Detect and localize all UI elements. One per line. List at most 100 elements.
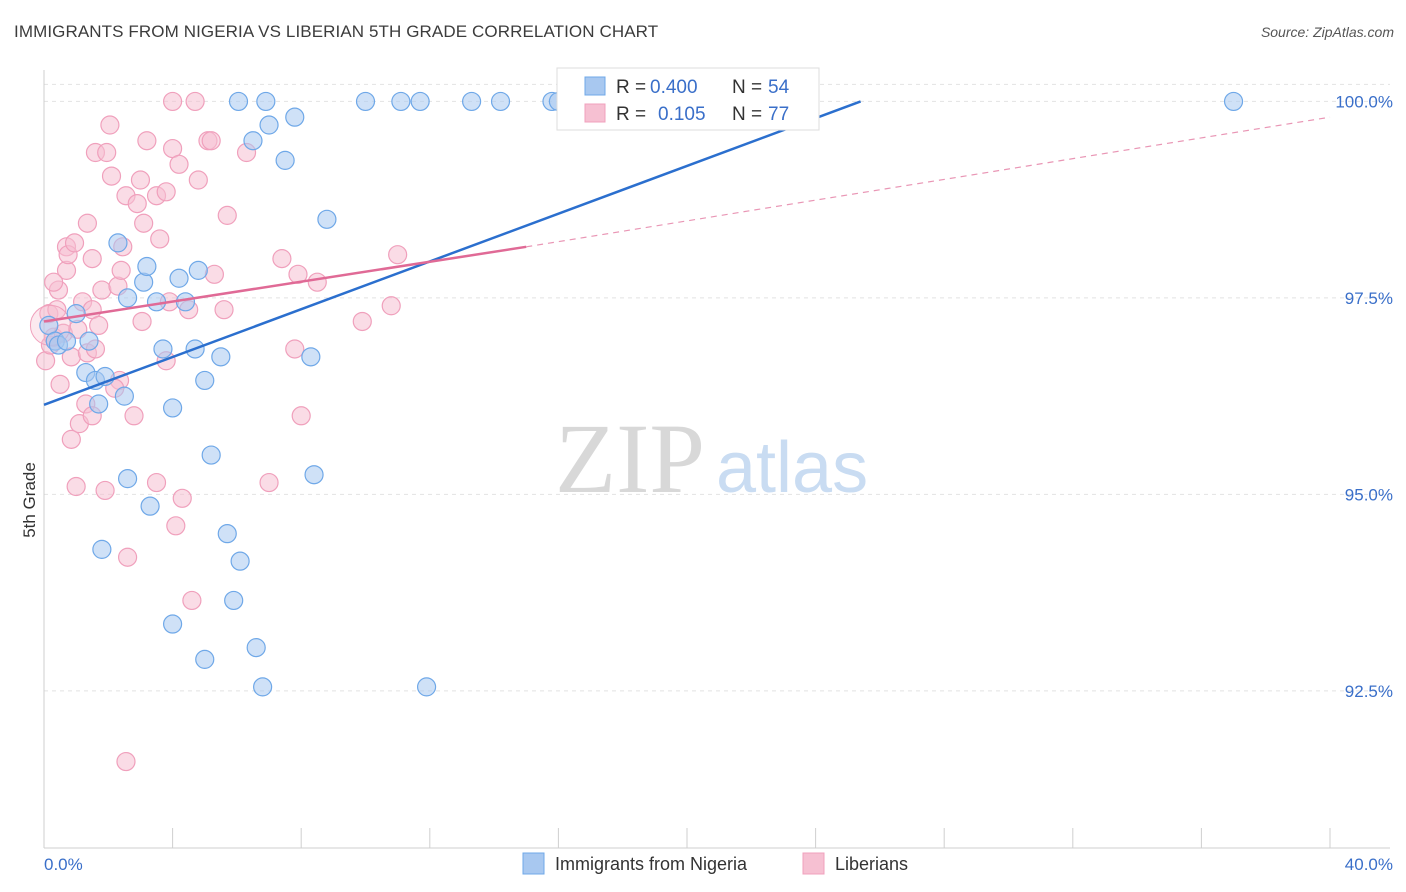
- nigeria-point: [140, 496, 160, 516]
- stats-legend: R = 0.400 N = 54 R = 0.105 N = 77: [556, 67, 820, 131]
- bottom-legend-label-liberians: Liberians: [835, 854, 908, 874]
- liberians-point: [117, 547, 138, 567]
- nigeria-point: [108, 233, 128, 253]
- liberians-point: [285, 339, 305, 359]
- y-axis-title: 5th Grade: [20, 462, 39, 538]
- liberians-point: [217, 205, 237, 225]
- liberians-point: [66, 476, 86, 497]
- liberians-point: [352, 311, 372, 332]
- nigeria-point: [259, 115, 279, 135]
- liberians-point: [124, 406, 144, 426]
- liberians-point: [163, 91, 183, 112]
- liberians-point: [92, 280, 112, 300]
- nigeria-point: [246, 638, 266, 658]
- nigeria-point: [391, 91, 411, 112]
- liberians-point: [132, 311, 152, 332]
- nigeria-point: [275, 150, 295, 170]
- y-tick-label: 95.0%: [1345, 485, 1393, 504]
- nigeria-point: [410, 91, 430, 112]
- liberians-point: [82, 249, 102, 269]
- legend-swatch-liberians: [584, 103, 606, 123]
- legend-r-label-nigeria: R =: [616, 77, 646, 98]
- nigeria-point: [163, 614, 183, 634]
- liberians-point: [291, 406, 311, 426]
- nigeria-point: [153, 339, 173, 359]
- liberians-point: [185, 91, 205, 112]
- bottom-legend-swatch-liberians: [802, 852, 825, 875]
- nigeria-point: [461, 91, 482, 112]
- series-nigeria-points: [39, 91, 1244, 697]
- liberians-point: [111, 260, 131, 280]
- liberians-point: [127, 193, 147, 214]
- watermark-atlas: atlas: [716, 428, 868, 508]
- nigeria-point: [175, 292, 196, 312]
- liberians-point: [130, 170, 151, 190]
- liberians-point: [64, 233, 85, 253]
- liberians-point: [101, 166, 122, 186]
- liberians-point: [307, 272, 327, 292]
- nigeria-point: [416, 677, 437, 697]
- liberians-point: [214, 300, 234, 320]
- axes: [43, 70, 1390, 849]
- grid-lines: [44, 83, 1390, 692]
- liberians-point: [156, 182, 176, 202]
- liberians-point: [95, 480, 115, 501]
- bottom-legend-label-nigeria: Immigrants from Nigeria: [555, 854, 748, 874]
- trend-lines: [43, 100, 1331, 406]
- bottom-legend-swatch-nigeria: [522, 852, 545, 875]
- nigeria-point: [253, 677, 273, 697]
- liberians-point: [381, 296, 401, 316]
- nigeria-point: [92, 539, 112, 559]
- nigeria-point: [1223, 91, 1244, 112]
- watermark-zip: ZIP: [555, 403, 705, 514]
- legend-n-label-liberians: N =: [732, 104, 762, 125]
- liberians-point: [150, 229, 170, 249]
- nigeria-point: [201, 445, 221, 465]
- liberians-point: [44, 272, 64, 292]
- liberians-point: [100, 115, 120, 135]
- nigeria-point: [490, 91, 511, 112]
- chart-source: Source: ZipAtlas.com: [1260, 24, 1394, 40]
- nigeria-point: [304, 465, 324, 485]
- legend-n-label-nigeria: N =: [732, 77, 762, 98]
- liberians-point: [166, 516, 186, 536]
- liberians-point: [89, 315, 109, 336]
- liberians-point: [97, 142, 117, 163]
- liberians-point: [137, 131, 157, 151]
- legend-r-value-nigeria: 0.400: [650, 77, 698, 98]
- liberians-trend-line: [43, 245, 527, 323]
- nigeria-point: [134, 272, 154, 292]
- liberians-point: [172, 488, 192, 508]
- liberians-point: [50, 374, 70, 394]
- nigeria-point: [317, 209, 337, 229]
- nigeria-point: [256, 91, 276, 112]
- liberians-point: [204, 264, 224, 284]
- liberians-point: [259, 472, 279, 493]
- liberians-point: [388, 245, 408, 265]
- liberians-point: [201, 131, 221, 151]
- nigeria-point: [89, 394, 109, 414]
- nigeria-point: [195, 370, 215, 391]
- liberians-point: [272, 249, 292, 269]
- series-liberians-points: [29, 91, 408, 772]
- liberians-point: [116, 751, 136, 772]
- nigeria-point: [228, 91, 249, 112]
- series-legend: Immigrants from Nigeria Liberians: [522, 852, 908, 875]
- nigeria-point: [188, 260, 208, 280]
- legend-r-label-liberians: R =: [616, 104, 646, 125]
- liberians-point: [61, 429, 81, 449]
- liberians-trend-extension: [526, 116, 1331, 248]
- nigeria-point: [224, 590, 244, 611]
- nigeria-point: [114, 386, 134, 406]
- nigeria-point: [137, 256, 157, 277]
- y-tick-label: 100.0%: [1335, 92, 1393, 111]
- legend-n-value-nigeria: 54: [768, 77, 790, 98]
- nigeria-point: [285, 107, 305, 127]
- nigeria-point: [163, 398, 183, 418]
- x-tick-label: 0.0%: [44, 855, 83, 874]
- nigeria-trend-line: [43, 100, 862, 406]
- y-tick-label: 92.5%: [1345, 682, 1393, 701]
- x-tick-label: 40.0%: [1345, 855, 1393, 874]
- nigeria-point: [301, 347, 321, 367]
